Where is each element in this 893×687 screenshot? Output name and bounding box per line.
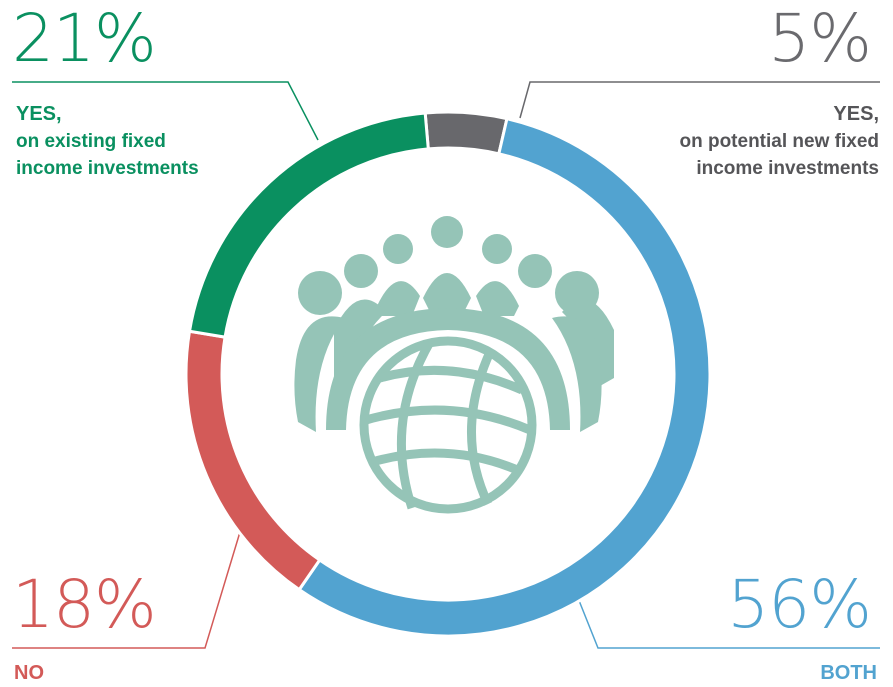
slice-yes-existing xyxy=(187,111,430,339)
label-yes-potential-line1: YES, xyxy=(833,103,879,125)
percent-both: 56% xyxy=(727,566,872,643)
leader-line-green xyxy=(12,81,319,141)
leader-line-gray xyxy=(519,81,880,119)
percent-yes-potential: 5% xyxy=(768,0,872,77)
slice-both xyxy=(297,116,712,638)
leader-line-red xyxy=(12,531,241,649)
percent-no: 18% xyxy=(12,566,157,643)
people-around-globe-icon xyxy=(294,216,614,432)
label-no: NO xyxy=(14,662,44,684)
donut-slices xyxy=(184,110,712,638)
label-yes-existing: YES, on existing fixed income investment… xyxy=(16,101,199,182)
label-yes-potential: YES, on potential new fixed income inves… xyxy=(679,101,879,182)
label-yes-existing-line3: income investments xyxy=(16,158,199,179)
label-yes-potential-line3: income investments xyxy=(696,158,879,179)
label-both: BOTH xyxy=(820,662,877,684)
globe-icon xyxy=(359,336,537,514)
label-yes-existing-line2: on existing fixed xyxy=(16,131,166,152)
label-yes-potential-line2: on potential new fixed xyxy=(679,131,879,152)
slice-yes-potential xyxy=(423,110,509,156)
leader-line-blue xyxy=(577,597,880,649)
label-yes-existing-line1: YES, xyxy=(16,103,62,125)
percent-yes-existing: 21% xyxy=(12,0,157,77)
